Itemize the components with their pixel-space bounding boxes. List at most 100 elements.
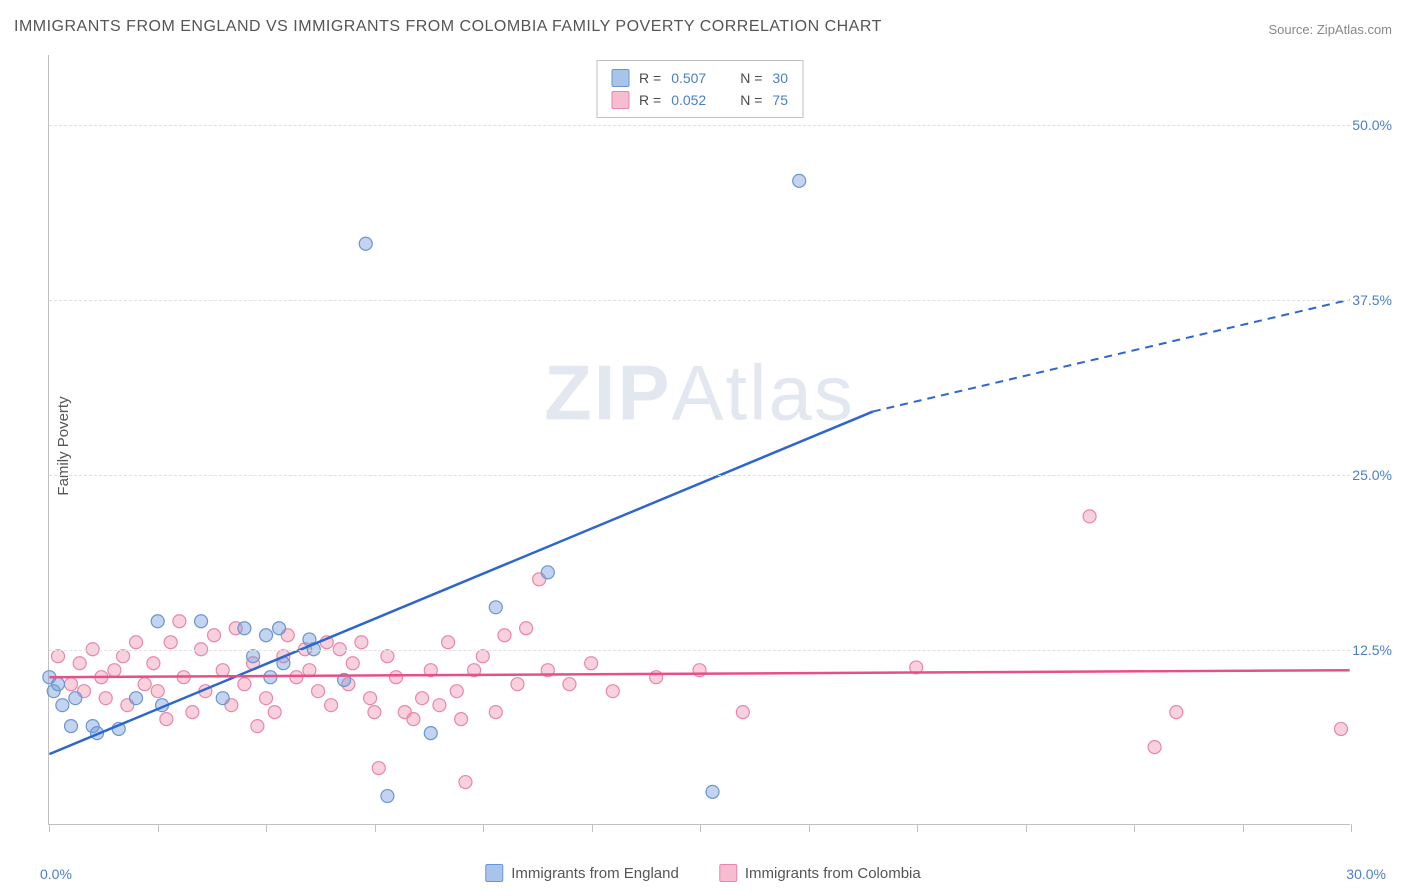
- legend-correlation-row: R =0.052N =75: [611, 89, 788, 111]
- data-point: [208, 629, 221, 642]
- x-tick: [1351, 824, 1352, 832]
- x-tick: [700, 824, 701, 832]
- legend-r-value: 0.507: [671, 70, 706, 86]
- x-tick: [809, 824, 810, 832]
- grid-line: [49, 125, 1350, 126]
- legend-n-label: N =: [740, 92, 762, 108]
- grid-line: [49, 650, 1350, 651]
- data-point: [407, 713, 420, 726]
- data-point: [251, 720, 264, 733]
- data-point: [541, 566, 554, 579]
- x-tick: [592, 824, 593, 832]
- data-point: [260, 629, 273, 642]
- y-tick-label: 12.5%: [1352, 642, 1392, 658]
- data-point: [498, 629, 511, 642]
- data-point: [372, 762, 385, 775]
- legend-swatch: [611, 69, 629, 87]
- data-point: [65, 720, 78, 733]
- legend-r-label: R =: [639, 92, 661, 108]
- data-point: [73, 657, 86, 670]
- legend-swatch: [485, 864, 503, 882]
- data-point: [173, 615, 186, 628]
- data-point: [355, 636, 368, 649]
- data-point: [52, 678, 65, 691]
- data-point: [216, 664, 229, 677]
- legend-series: Immigrants from England Immigrants from C…: [485, 864, 920, 882]
- legend-n-value: 75: [772, 92, 788, 108]
- data-point: [1334, 722, 1347, 735]
- plot-area: ZIPAtlas R =0.507N =30R =0.052N =75: [48, 55, 1350, 825]
- data-point: [238, 622, 251, 635]
- data-point: [65, 678, 78, 691]
- data-point: [706, 785, 719, 798]
- legend-series-label: Immigrants from Colombia: [745, 865, 921, 882]
- data-point: [368, 706, 381, 719]
- data-point: [164, 636, 177, 649]
- data-point: [381, 790, 394, 803]
- data-point: [195, 615, 208, 628]
- x-tick-label-min: 0.0%: [40, 866, 72, 882]
- x-tick: [917, 824, 918, 832]
- data-point: [186, 706, 199, 719]
- data-point: [1148, 741, 1161, 754]
- data-point: [381, 650, 394, 663]
- data-point: [312, 685, 325, 698]
- trend-line: [49, 412, 873, 755]
- legend-series-item: Immigrants from Colombia: [719, 864, 921, 882]
- data-point: [238, 678, 251, 691]
- data-point: [160, 713, 173, 726]
- data-point: [511, 678, 524, 691]
- y-tick-label: 37.5%: [1352, 292, 1392, 308]
- legend-correlation-row: R =0.507N =30: [611, 67, 788, 89]
- data-point: [346, 657, 359, 670]
- x-tick: [1134, 824, 1135, 832]
- legend-n-label: N =: [740, 70, 762, 86]
- data-point: [130, 636, 143, 649]
- data-point: [130, 692, 143, 705]
- legend-swatch: [611, 91, 629, 109]
- data-point: [606, 685, 619, 698]
- data-point: [138, 678, 151, 691]
- x-tick: [1243, 824, 1244, 832]
- data-point: [108, 664, 121, 677]
- data-point: [563, 678, 576, 691]
- legend-r-label: R =: [639, 70, 661, 86]
- data-point: [56, 699, 69, 712]
- data-point: [117, 650, 130, 663]
- data-point: [424, 727, 437, 740]
- data-point: [736, 706, 749, 719]
- x-tick: [266, 824, 267, 832]
- legend-series-item: Immigrants from England: [485, 864, 679, 882]
- data-point: [359, 237, 372, 250]
- data-point: [476, 650, 489, 663]
- data-point: [69, 692, 82, 705]
- data-point: [433, 699, 446, 712]
- data-point: [151, 615, 164, 628]
- data-point: [489, 706, 502, 719]
- legend-series-label: Immigrants from England: [511, 865, 679, 882]
- data-point: [390, 671, 403, 684]
- y-tick-label: 25.0%: [1352, 467, 1392, 483]
- plot-svg: [49, 55, 1350, 824]
- data-point: [585, 657, 598, 670]
- x-tick: [49, 824, 50, 832]
- data-point: [216, 692, 229, 705]
- data-point: [99, 692, 112, 705]
- data-point: [650, 671, 663, 684]
- data-point: [260, 692, 273, 705]
- data-point: [489, 601, 502, 614]
- data-point: [52, 650, 65, 663]
- data-point: [268, 706, 281, 719]
- data-point: [247, 650, 260, 663]
- legend-swatch: [719, 864, 737, 882]
- data-point: [273, 622, 286, 635]
- x-tick: [158, 824, 159, 832]
- legend-correlation: R =0.507N =30R =0.052N =75: [596, 60, 803, 118]
- chart-container: IMMIGRANTS FROM ENGLAND VS IMMIGRANTS FR…: [0, 0, 1406, 892]
- grid-line: [49, 475, 1350, 476]
- trend-line-extrapolated: [873, 300, 1350, 412]
- data-point: [151, 685, 164, 698]
- source-attribution: Source: ZipAtlas.com: [1268, 22, 1392, 37]
- x-tick: [1026, 824, 1027, 832]
- x-tick: [483, 824, 484, 832]
